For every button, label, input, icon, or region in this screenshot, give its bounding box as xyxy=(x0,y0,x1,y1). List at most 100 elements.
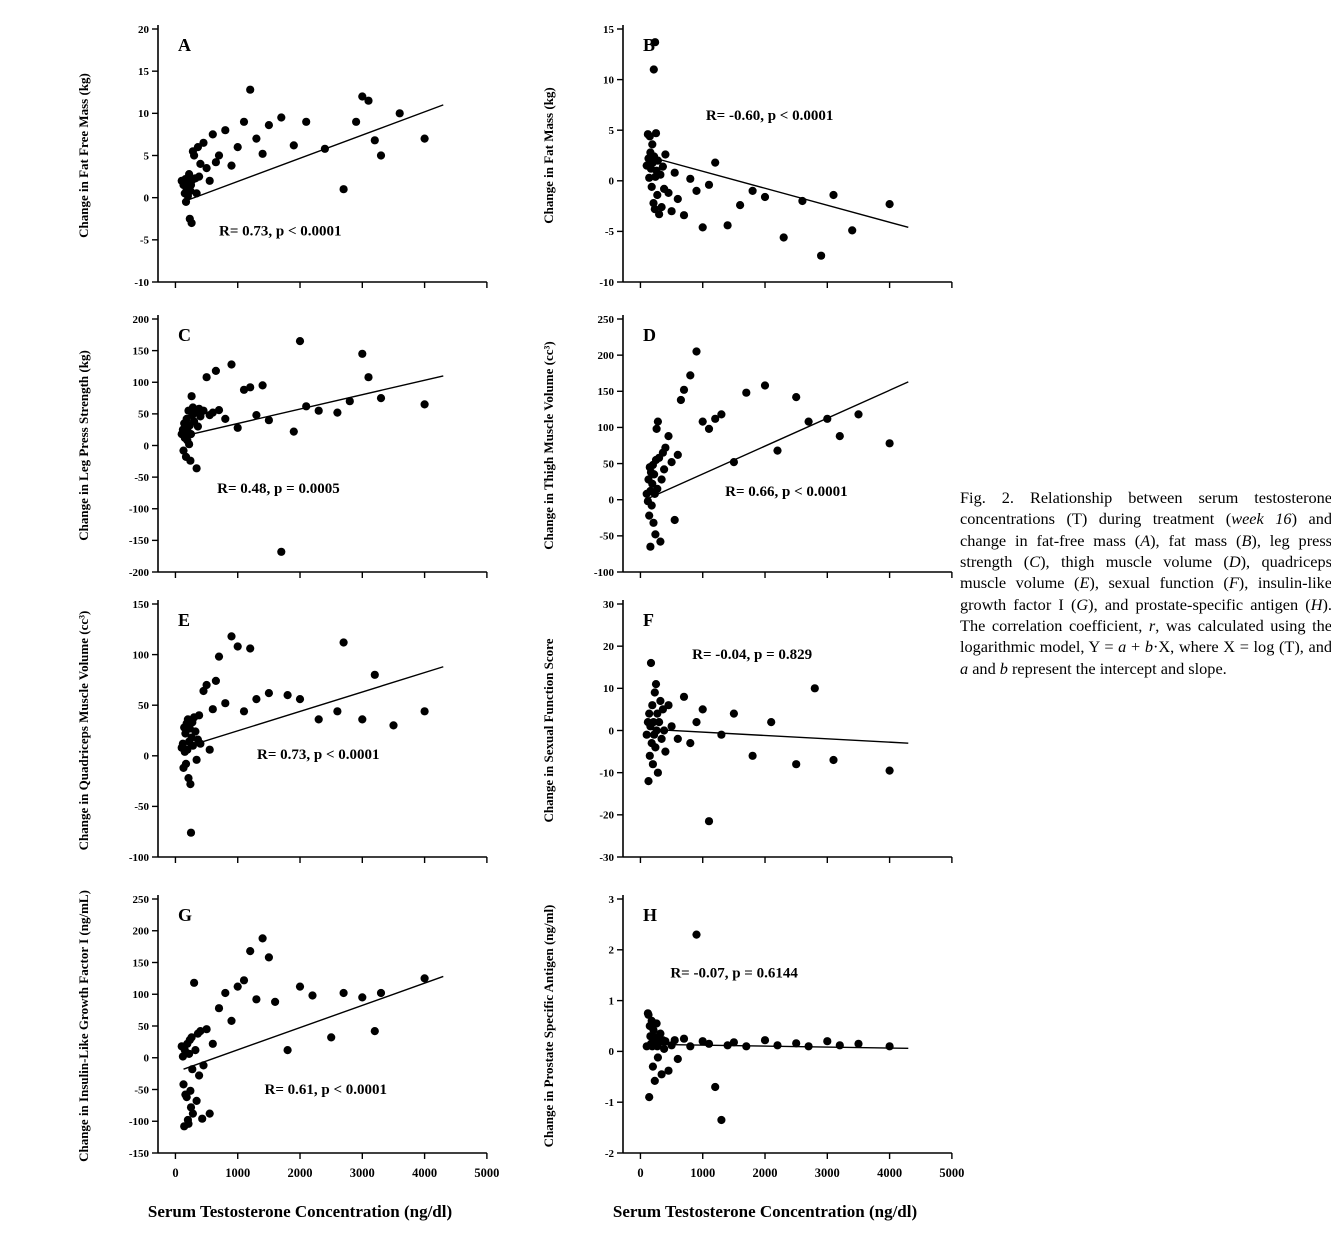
data-point xyxy=(711,158,720,167)
data-point xyxy=(289,141,298,150)
y-tick-label: -10 xyxy=(599,277,614,289)
correlation-annotation: R= 0.73, p < 0.0001 xyxy=(219,224,342,240)
caption-segment: b xyxy=(1144,637,1153,657)
data-point xyxy=(186,1103,196,1112)
data-point xyxy=(651,680,661,689)
data-points xyxy=(177,632,429,837)
data-points xyxy=(642,658,894,826)
data-point xyxy=(221,414,230,423)
y-tick-label: -2 xyxy=(605,1148,615,1160)
y-tick-label: 15 xyxy=(603,24,615,36)
data-point xyxy=(651,530,660,539)
data-point xyxy=(186,828,196,837)
data-point xyxy=(187,1033,196,1042)
y-tick-label: 150 xyxy=(133,957,150,969)
data-point xyxy=(295,982,305,991)
data-point xyxy=(258,934,267,943)
panel-letter: G xyxy=(178,905,192,925)
panel-letter: D xyxy=(643,325,656,345)
y-tick-label: 3 xyxy=(609,894,615,906)
y-tick-label: 50 xyxy=(138,409,150,421)
caption-segment: ), thigh muscle volume ( xyxy=(1040,552,1229,572)
data-point xyxy=(246,947,255,956)
data-point xyxy=(364,373,373,382)
data-point xyxy=(370,670,379,679)
y-tick-label: 0 xyxy=(144,440,150,452)
data-point xyxy=(835,432,844,441)
data-point xyxy=(193,422,202,431)
data-point xyxy=(673,450,682,459)
data-point xyxy=(192,464,201,473)
data-point xyxy=(657,475,666,484)
data-point xyxy=(195,172,204,181)
data-point xyxy=(657,734,666,743)
data-point xyxy=(729,709,738,718)
data-point xyxy=(370,1027,379,1036)
trend-line xyxy=(183,375,444,437)
caption-segment: A xyxy=(1140,530,1151,550)
caption-segment: C xyxy=(1029,552,1041,572)
data-point xyxy=(711,1082,720,1092)
scatter-panel-b-fat-mass: 15 10 5 0 -5 -10 Change in Fat Mass (kg) B R= -0… xyxy=(535,15,995,300)
y-tick-label: 200 xyxy=(133,926,150,938)
data-point xyxy=(252,134,261,143)
data-point xyxy=(302,402,311,411)
data-point xyxy=(645,132,654,141)
data-point xyxy=(653,709,662,718)
data-point xyxy=(185,440,194,449)
data-point xyxy=(227,632,236,641)
y-tick-label: 2 xyxy=(609,945,615,957)
data-point xyxy=(660,465,669,474)
caption-segment: ·X, where X = log (T), and xyxy=(1152,637,1331,657)
data-point xyxy=(395,109,404,118)
data-point xyxy=(283,1046,292,1055)
data-point xyxy=(352,117,361,126)
y-tick-label: 20 xyxy=(603,641,615,653)
data-point xyxy=(186,430,196,439)
data-point xyxy=(333,408,342,417)
data-point xyxy=(655,718,664,727)
data-point xyxy=(208,130,217,139)
data-point xyxy=(692,718,701,727)
data-point xyxy=(186,186,195,195)
data-point xyxy=(645,709,654,718)
data-point xyxy=(653,484,662,493)
data-point xyxy=(711,414,720,423)
y-tick-label: 0 xyxy=(609,495,615,507)
data-point xyxy=(184,1119,193,1128)
data-point xyxy=(188,1109,197,1118)
data-point xyxy=(760,1036,770,1045)
y-tick-label: -100 xyxy=(129,504,150,516)
data-point xyxy=(658,705,667,714)
caption-segment: F xyxy=(1228,573,1239,593)
data-point xyxy=(717,410,726,419)
correlation-annotation: R= -0.07, p = 0.6144 xyxy=(670,966,798,982)
data-point xyxy=(420,134,429,143)
data-point xyxy=(673,1054,682,1064)
data-point xyxy=(271,997,280,1006)
x-tick-label: 0 xyxy=(172,1166,178,1180)
y-tick-label: 200 xyxy=(133,314,150,326)
y-tick-label: 10 xyxy=(138,108,150,120)
data-point xyxy=(227,360,236,369)
data-point xyxy=(717,1115,726,1125)
data-point xyxy=(835,1041,844,1050)
trend-line xyxy=(648,381,909,499)
y-tick-label: -10 xyxy=(599,767,614,779)
data-point xyxy=(661,1037,670,1046)
data-point xyxy=(804,1042,813,1051)
data-point xyxy=(196,739,205,748)
caption-segment: ), sexual function ( xyxy=(1089,573,1229,593)
data-point xyxy=(214,652,224,661)
data-point xyxy=(208,408,217,417)
y-tick-label: -5 xyxy=(140,235,150,247)
data-point xyxy=(645,1093,654,1102)
scatter-plot-D: 250 200 150 100 50 0 -50 -100 Change in Thigh Mu… xyxy=(541,314,953,579)
data-point xyxy=(885,1042,894,1051)
data-point xyxy=(723,221,732,230)
panel-letter: A xyxy=(178,35,191,55)
data-point xyxy=(792,1039,801,1048)
data-point xyxy=(202,1025,211,1034)
data-point xyxy=(854,410,863,419)
data-point xyxy=(704,180,714,189)
